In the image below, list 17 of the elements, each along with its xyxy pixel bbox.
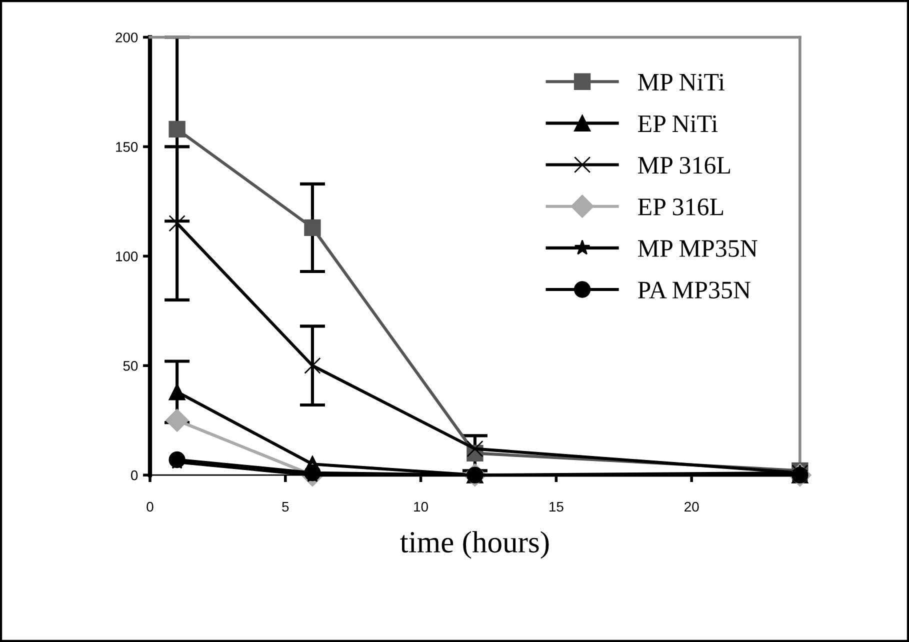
y-tick-label: 0 <box>131 470 138 480</box>
x-tick-label: 15 <box>550 502 564 512</box>
x-tick-label: 0 <box>146 502 154 512</box>
y-tick-label: 200 <box>116 32 138 42</box>
legend-label: MP 316L <box>638 156 730 174</box>
legend-label: MP MP35N <box>638 240 758 257</box>
y-tick-label: 50 <box>123 360 138 371</box>
legend-label: MP NiTi <box>638 74 725 90</box>
y-tick-label: 150 <box>116 142 138 152</box>
legend-label: EP NiTi <box>638 115 718 132</box>
legend-label: PA MP35N <box>638 282 750 298</box>
x-tick-label: 10 <box>414 502 428 512</box>
legend-label: EP 316L <box>638 198 724 216</box>
y-tick-label: 100 <box>116 251 138 262</box>
x-axis-title: time (hours) <box>400 531 549 559</box>
x-tick-label: 20 <box>684 502 699 512</box>
x-tick-label: 5 <box>282 502 289 512</box>
